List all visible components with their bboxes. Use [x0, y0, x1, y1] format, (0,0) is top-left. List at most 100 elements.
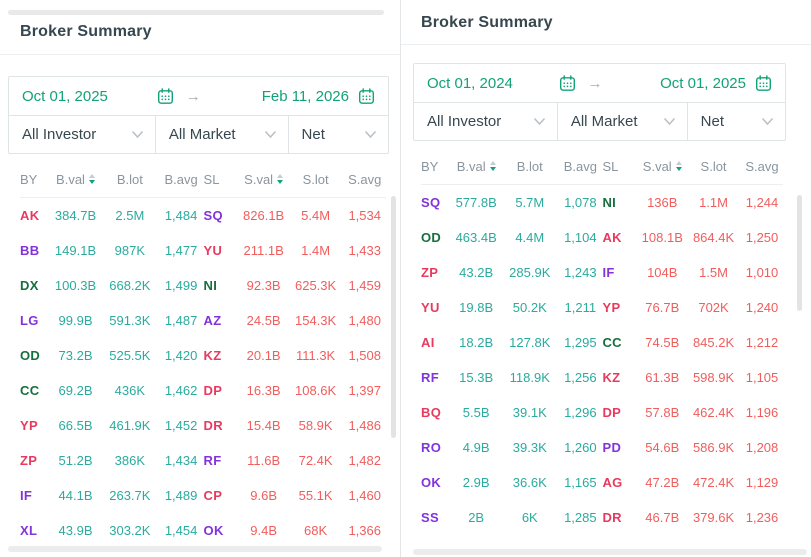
sell-lot: 1.5M [699, 265, 728, 280]
table-row[interactable]: XL 43.9B 303.2K 1,454 OK 9.4B 68K 1,366 [20, 513, 386, 548]
sell-value: 104B [647, 265, 678, 280]
market-filter-dropdown[interactable]: All Market [556, 103, 687, 140]
investor-filter-dropdown[interactable]: All Investor [9, 116, 155, 153]
col-bavg: B.avg [563, 158, 597, 174]
col-sval[interactable]: S.val [240, 172, 288, 187]
col-sval[interactable]: S.val [638, 159, 686, 174]
sell-avg: 1,010 [745, 265, 779, 280]
table-row[interactable]: OD 463.4B 4.4M 1,104 AK 108.1B 864.4K 1,250 [421, 220, 783, 255]
broker-code-sell: NI [602, 195, 617, 210]
scrollbar-horizontal[interactable] [8, 546, 382, 552]
col-bval[interactable]: B.val [451, 159, 501, 174]
table-row[interactable]: RF 15.3B 118.9K 1,256 KZ 61.3B 598.9K 1,105 [421, 360, 783, 395]
scrollbar-horizontal[interactable] [413, 549, 807, 555]
panel-title: Broker Summary [421, 14, 553, 31]
calendar-icon[interactable] [755, 74, 772, 92]
calendar-icon[interactable] [358, 87, 375, 105]
broker-summary-panel-right: Broker Summary Oct 01, 2024 → Oct 01 [400, 0, 811, 557]
buy-lot: 4.4M [515, 230, 545, 245]
buy-avg: 1,487 [164, 313, 198, 328]
col-blot: B.lot [516, 158, 543, 174]
sell-value: 76.7B [645, 300, 680, 315]
broker-summary-panel-left: Broker Summary Oct 01, 2025 → Feb 11 [0, 0, 400, 557]
table-row[interactable]: YU 19.8B 50.2K 1,211 YP 76.7B 702K 1,240 [421, 290, 783, 325]
scrollbar-horizontal-top[interactable] [8, 10, 384, 15]
sort-icon [675, 161, 682, 171]
sell-value: 108.1B [641, 230, 683, 245]
date-from[interactable]: Oct 01, 2024 [427, 74, 513, 92]
table-row[interactable]: BQ 5.5B 39.1K 1,296 DP 57.8B 462.4K 1,196 [421, 395, 783, 430]
broker-code-buy: DX [20, 278, 39, 293]
date-to[interactable]: Feb 11, 2026 [261, 87, 349, 105]
calendar-icon[interactable] [157, 87, 174, 105]
broker-code-sell: IF [602, 265, 615, 280]
sell-avg: 1,212 [745, 335, 779, 350]
table-row[interactable]: RO 4.9B 39.3K 1,260 PD 54.6B 586.9K 1,208 [421, 430, 783, 465]
broker-code-buy: OD [20, 348, 41, 363]
table-row[interactable]: IF 44.1B 263.7K 1,489 CP 9.6B 55.1K 1,460 [20, 478, 386, 513]
divider [20, 197, 386, 198]
broker-code-sell: YU [203, 243, 223, 258]
table-row[interactable]: YP 66.5B 461.9K 1,452 DR 15.4B 58.9K 1,486 [20, 408, 386, 443]
broker-code-buy: AI [421, 335, 435, 350]
buy-avg: 1,489 [164, 488, 198, 503]
sell-lot: 5.4M [301, 208, 331, 223]
sell-avg: 1,486 [348, 418, 381, 433]
sell-lot: 55.1K [298, 488, 333, 503]
sell-lot: 462.4K [692, 405, 735, 420]
col-blot: B.lot [116, 171, 143, 187]
buy-value: 73.2B [58, 348, 93, 363]
col-by: BY [20, 171, 38, 187]
date-from[interactable]: Oct 01, 2025 [22, 87, 108, 105]
broker-code-sell: PD [602, 440, 622, 455]
broker-code-sell: CP [203, 488, 223, 503]
net-filter-dropdown[interactable]: Net [287, 116, 388, 153]
scrollbar-vertical[interactable] [797, 195, 802, 311]
table-row[interactable]: AI 18.2B 127.8K 1,295 CC 74.5B 845.2K 1,212 [421, 325, 783, 360]
buy-lot: 386K [114, 453, 146, 468]
table-row[interactable]: SQ 577.8B 5.7M 1,078 NI 136B 1.1M 1,244 [421, 185, 783, 220]
table-row[interactable]: ZP 43.2B 285.9K 1,243 IF 104B 1.5M 1,010 [421, 255, 783, 290]
broker-code-sell: DP [203, 383, 223, 398]
buy-value: 44.1B [58, 488, 93, 503]
buy-lot: 5.7M [515, 195, 545, 210]
sell-lot: 586.9K [692, 440, 735, 455]
scrollbar-vertical[interactable] [391, 196, 396, 438]
net-filter-dropdown[interactable]: Net [686, 103, 785, 140]
table-row[interactable]: SS 2B 6K 1,285 DR 46.7B 379.6K 1,236 [421, 500, 783, 535]
buy-value: 2.9B [462, 475, 490, 490]
col-bval[interactable]: B.val [50, 172, 101, 187]
broker-code-sell: AG [602, 475, 623, 490]
table-row[interactable]: LG 99.9B 591.3K 1,487 AZ 24.5B 154.3K 1,480 [20, 303, 386, 338]
filter-dropdowns: All Investor All Market Net [9, 115, 388, 153]
date-to[interactable]: Oct 01, 2025 [660, 74, 746, 92]
calendar-icon[interactable] [559, 74, 576, 92]
investor-filter-dropdown[interactable]: All Investor [414, 103, 557, 140]
dropdown-value: All Market [168, 126, 236, 143]
table-row[interactable]: BB 149.1B 987K 1,477 YU 211.1B 1.4M 1,433 [20, 233, 386, 268]
sell-value: 46.7B [645, 510, 680, 525]
sell-value: 57.8B [645, 405, 680, 420]
chevron-down-icon [663, 117, 676, 126]
broker-code-buy: XL [20, 523, 38, 538]
table-row[interactable]: CC 69.2B 436K 1,462 DP 16.3B 108.6K 1,397 [20, 373, 386, 408]
table-row[interactable]: ZP 51.2B 386K 1,434 RF 11.6B 72.4K 1,482 [20, 443, 386, 478]
sell-avg: 1,129 [745, 475, 779, 490]
sell-avg: 1,244 [745, 195, 779, 210]
table-row[interactable]: AK 384.7B 2.5M 1,484 SQ 826.1B 5.4M 1,534 [20, 198, 386, 233]
buy-avg: 1,104 [564, 230, 597, 245]
broker-code-buy: CC [20, 383, 40, 398]
broker-code-sell: DR [602, 510, 622, 525]
sell-value: 24.5B [246, 313, 281, 328]
filter-box: Oct 01, 2025 → Feb 11, 2026 [8, 76, 389, 154]
broker-code-sell: SQ [203, 208, 223, 223]
table-row[interactable]: OD 73.2B 525.5K 1,420 KZ 20.1B 111.3K 1,508 [20, 338, 386, 373]
table-row[interactable]: DX 100.3B 668.2K 1,499 NI 92.3B 625.3K 1,459 [20, 268, 386, 303]
broker-code-sell: OK [203, 523, 224, 538]
table-row[interactable]: OK 2.9B 36.6K 1,165 AG 47.2B 472.4K 1,129 [421, 465, 783, 500]
broker-code-sell: DP [602, 405, 622, 420]
buy-avg: 1,295 [564, 335, 597, 350]
market-filter-dropdown[interactable]: All Market [154, 116, 288, 153]
broker-code-buy: IF [20, 488, 33, 503]
